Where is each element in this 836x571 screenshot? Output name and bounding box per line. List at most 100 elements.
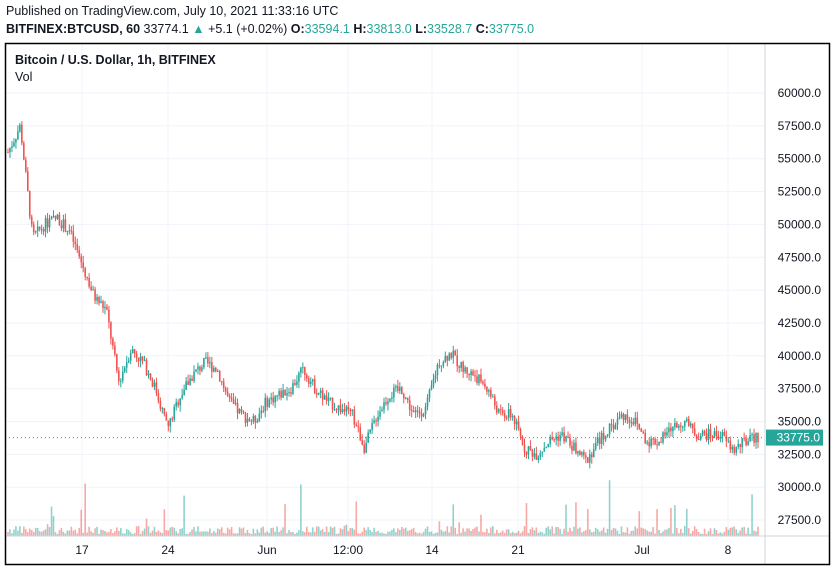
candle-body bbox=[565, 436, 567, 442]
volume-bar bbox=[343, 525, 346, 536]
volume-bar bbox=[557, 527, 559, 536]
candle-body bbox=[519, 428, 522, 437]
volume-bar bbox=[391, 529, 393, 536]
volume-bar bbox=[387, 531, 389, 536]
volume-bar bbox=[670, 507, 672, 536]
candle-body bbox=[729, 440, 732, 450]
volume-bar bbox=[397, 528, 399, 536]
candle-body bbox=[149, 373, 152, 380]
y-tick-label: 52500.0 bbox=[778, 185, 822, 199]
candle-body bbox=[133, 349, 136, 354]
volume-bar bbox=[369, 529, 371, 536]
volume-bar bbox=[470, 531, 472, 536]
volume-bar bbox=[129, 532, 132, 536]
candle-body bbox=[723, 431, 726, 436]
volume-bar bbox=[707, 531, 710, 536]
volume-bar bbox=[537, 532, 540, 536]
volume-bar bbox=[339, 528, 342, 536]
candle-body bbox=[575, 442, 577, 454]
volume-bar bbox=[309, 532, 312, 536]
candle-body bbox=[497, 409, 500, 413]
candle-body bbox=[209, 362, 211, 364]
volume-bar bbox=[131, 533, 134, 536]
candle-body bbox=[551, 437, 553, 440]
volume-bar bbox=[499, 532, 502, 536]
volume-bar bbox=[84, 483, 86, 536]
candle-body bbox=[713, 431, 716, 438]
candle-body bbox=[54, 215, 57, 219]
volume-bar bbox=[17, 530, 19, 536]
volume-bar bbox=[147, 526, 150, 536]
candle-body bbox=[539, 453, 542, 457]
volume-bar bbox=[713, 528, 716, 536]
candle-body bbox=[48, 219, 51, 228]
candle-body bbox=[387, 401, 389, 405]
volume-bar bbox=[333, 526, 336, 536]
volume-bar bbox=[620, 526, 623, 536]
candle-body bbox=[163, 408, 166, 414]
candle-body bbox=[145, 359, 148, 376]
candle-body bbox=[254, 415, 257, 423]
candle-body bbox=[203, 357, 205, 368]
candle-body bbox=[626, 414, 629, 420]
volume-bar bbox=[505, 529, 508, 536]
candle-body bbox=[288, 392, 290, 394]
candle-body bbox=[183, 390, 185, 396]
volume-bar bbox=[167, 530, 170, 536]
volume-bar bbox=[389, 531, 391, 536]
volume-bar bbox=[400, 526, 403, 536]
candle-body bbox=[689, 423, 692, 426]
volume-bar bbox=[634, 526, 637, 536]
volume-bar bbox=[705, 533, 708, 536]
volume-bar bbox=[596, 529, 599, 536]
volume-bar bbox=[149, 532, 152, 536]
candle-body bbox=[422, 414, 425, 417]
candle-body bbox=[472, 371, 474, 376]
high-label: H: bbox=[353, 22, 367, 36]
candle-body bbox=[131, 349, 134, 353]
candle-body bbox=[207, 357, 209, 364]
candle-body bbox=[125, 362, 128, 368]
volume-bar bbox=[474, 527, 476, 536]
candle-body bbox=[693, 428, 696, 436]
candle-body bbox=[222, 381, 225, 388]
volume-bar bbox=[19, 526, 21, 536]
candle-body bbox=[725, 435, 728, 441]
volume-bar bbox=[680, 528, 682, 536]
candle-body bbox=[513, 416, 516, 425]
candle-body bbox=[280, 391, 282, 398]
volume-bar bbox=[226, 527, 229, 536]
candle-body bbox=[424, 406, 427, 415]
candle-body bbox=[185, 381, 187, 391]
volume-bar bbox=[381, 532, 383, 536]
volume-bar bbox=[587, 509, 589, 536]
close-label: C: bbox=[475, 22, 489, 36]
candle-body bbox=[606, 434, 609, 437]
candle-body bbox=[234, 402, 237, 404]
volume-bar bbox=[519, 533, 522, 536]
x-tick-label: 17 bbox=[75, 543, 89, 557]
candle-body bbox=[284, 390, 286, 396]
volume-bar bbox=[216, 528, 219, 536]
x-tick-label: Jul bbox=[634, 543, 649, 557]
candle-body bbox=[438, 364, 441, 366]
candle-body bbox=[490, 390, 492, 397]
candle-body bbox=[36, 226, 39, 232]
x-tick-label: 8 bbox=[725, 543, 732, 557]
candle-body bbox=[361, 440, 364, 445]
volume-bar bbox=[410, 529, 413, 536]
candle-body bbox=[632, 422, 635, 425]
volume-bar bbox=[302, 531, 304, 536]
candle-body bbox=[175, 402, 178, 407]
candle-body bbox=[307, 378, 310, 384]
candle-body bbox=[272, 397, 274, 403]
volume-bar bbox=[638, 511, 641, 536]
candle-body bbox=[119, 380, 122, 382]
volume-legend: Vol bbox=[15, 70, 33, 84]
candle-body bbox=[616, 419, 619, 425]
volume-bar bbox=[402, 528, 405, 536]
volume-bar bbox=[64, 533, 67, 536]
candle-body bbox=[30, 216, 33, 225]
candle-body bbox=[187, 381, 189, 385]
